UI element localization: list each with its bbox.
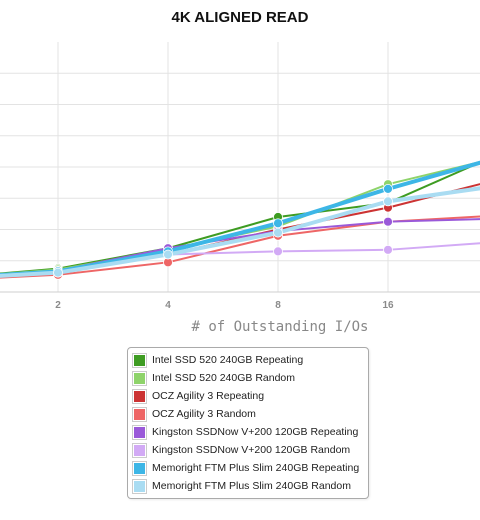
legend-label: Memoright FTM Plus Slim 240GB Repeating — [152, 462, 360, 474]
legend-swatch — [132, 406, 147, 422]
legend-item[interactable]: OCZ Agility 3 Repeating — [132, 388, 265, 404]
legend-item[interactable]: Intel SSD 520 240GB Random — [132, 370, 296, 386]
x-tick-label: 4 — [165, 300, 171, 311]
legend-label: Kingston SSDNow V+200 120GB Random — [152, 444, 351, 456]
data-point — [383, 183, 393, 194]
legend-swatch — [132, 460, 147, 476]
series-group — [0, 160, 480, 275]
legend: Intel SSD 520 240GB Repeating Intel SSD 5… — [127, 347, 369, 499]
legend-item[interactable]: Memoright FTM Plus Slim 240GB Repeating — [132, 460, 360, 476]
legend-label: OCZ Agility 3 Repeating — [152, 390, 265, 402]
legend-swatch — [132, 388, 147, 404]
series-line — [0, 160, 480, 278]
chart-title: 4K ALIGNED READ — [171, 9, 309, 26]
series-group — [0, 186, 480, 278]
data-point — [273, 227, 283, 238]
x-tick-label: 16 — [382, 300, 394, 311]
data-point — [383, 196, 393, 207]
series-line — [0, 186, 480, 278]
series-group — [0, 161, 480, 275]
legend-swatch — [132, 352, 147, 368]
legend-swatch — [132, 424, 147, 440]
legend-item[interactable]: Kingston SSDNow V+200 120GB Repeating — [132, 424, 359, 440]
x-axis-label: # of Outstanding I/Os — [191, 319, 368, 335]
series-line — [0, 161, 480, 275]
series-group — [0, 160, 480, 278]
x-tick-label: 2 — [55, 300, 61, 311]
data-point — [383, 244, 393, 255]
series-line — [0, 160, 480, 275]
legend-swatch — [132, 478, 147, 494]
legend-label: OCZ Agility 3 Random — [152, 408, 256, 420]
legend-item[interactable]: Memoright FTM Plus Slim 240GB Random — [132, 478, 351, 494]
legend-swatch — [132, 370, 147, 386]
data-point — [383, 216, 393, 227]
legend-label: Intel SSD 520 240GB Repeating — [152, 354, 304, 366]
legend-item[interactable]: Kingston SSDNow V+200 120GB Random — [132, 442, 351, 458]
x-tick-label: 8 — [275, 300, 281, 311]
data-point — [273, 218, 283, 229]
data-point — [53, 267, 63, 278]
legend-label: Kingston SSDNow V+200 120GB Repeating — [152, 426, 359, 438]
legend-item[interactable]: OCZ Agility 3 Random — [132, 406, 256, 422]
legend-swatch — [132, 442, 147, 458]
legend-item[interactable]: Intel SSD 520 240GB Repeating — [132, 352, 304, 368]
data-point — [273, 246, 283, 257]
data-point — [163, 249, 173, 260]
legend-label: Intel SSD 520 240GB Random — [152, 372, 296, 384]
legend-label: Memoright FTM Plus Slim 240GB Random — [152, 480, 351, 492]
